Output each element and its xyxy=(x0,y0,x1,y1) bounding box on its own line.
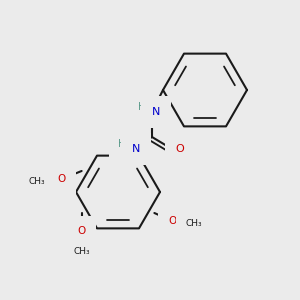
Text: O: O xyxy=(58,174,66,184)
Text: H: H xyxy=(118,139,126,149)
Text: O: O xyxy=(168,216,176,226)
Text: O: O xyxy=(77,226,86,236)
Text: CH₃: CH₃ xyxy=(185,218,202,227)
Text: H: H xyxy=(138,102,146,112)
Text: O: O xyxy=(176,144,184,154)
Text: CH₃: CH₃ xyxy=(28,176,45,185)
Text: N: N xyxy=(152,107,160,117)
Text: N: N xyxy=(132,144,140,154)
Text: CH₃: CH₃ xyxy=(73,248,90,256)
